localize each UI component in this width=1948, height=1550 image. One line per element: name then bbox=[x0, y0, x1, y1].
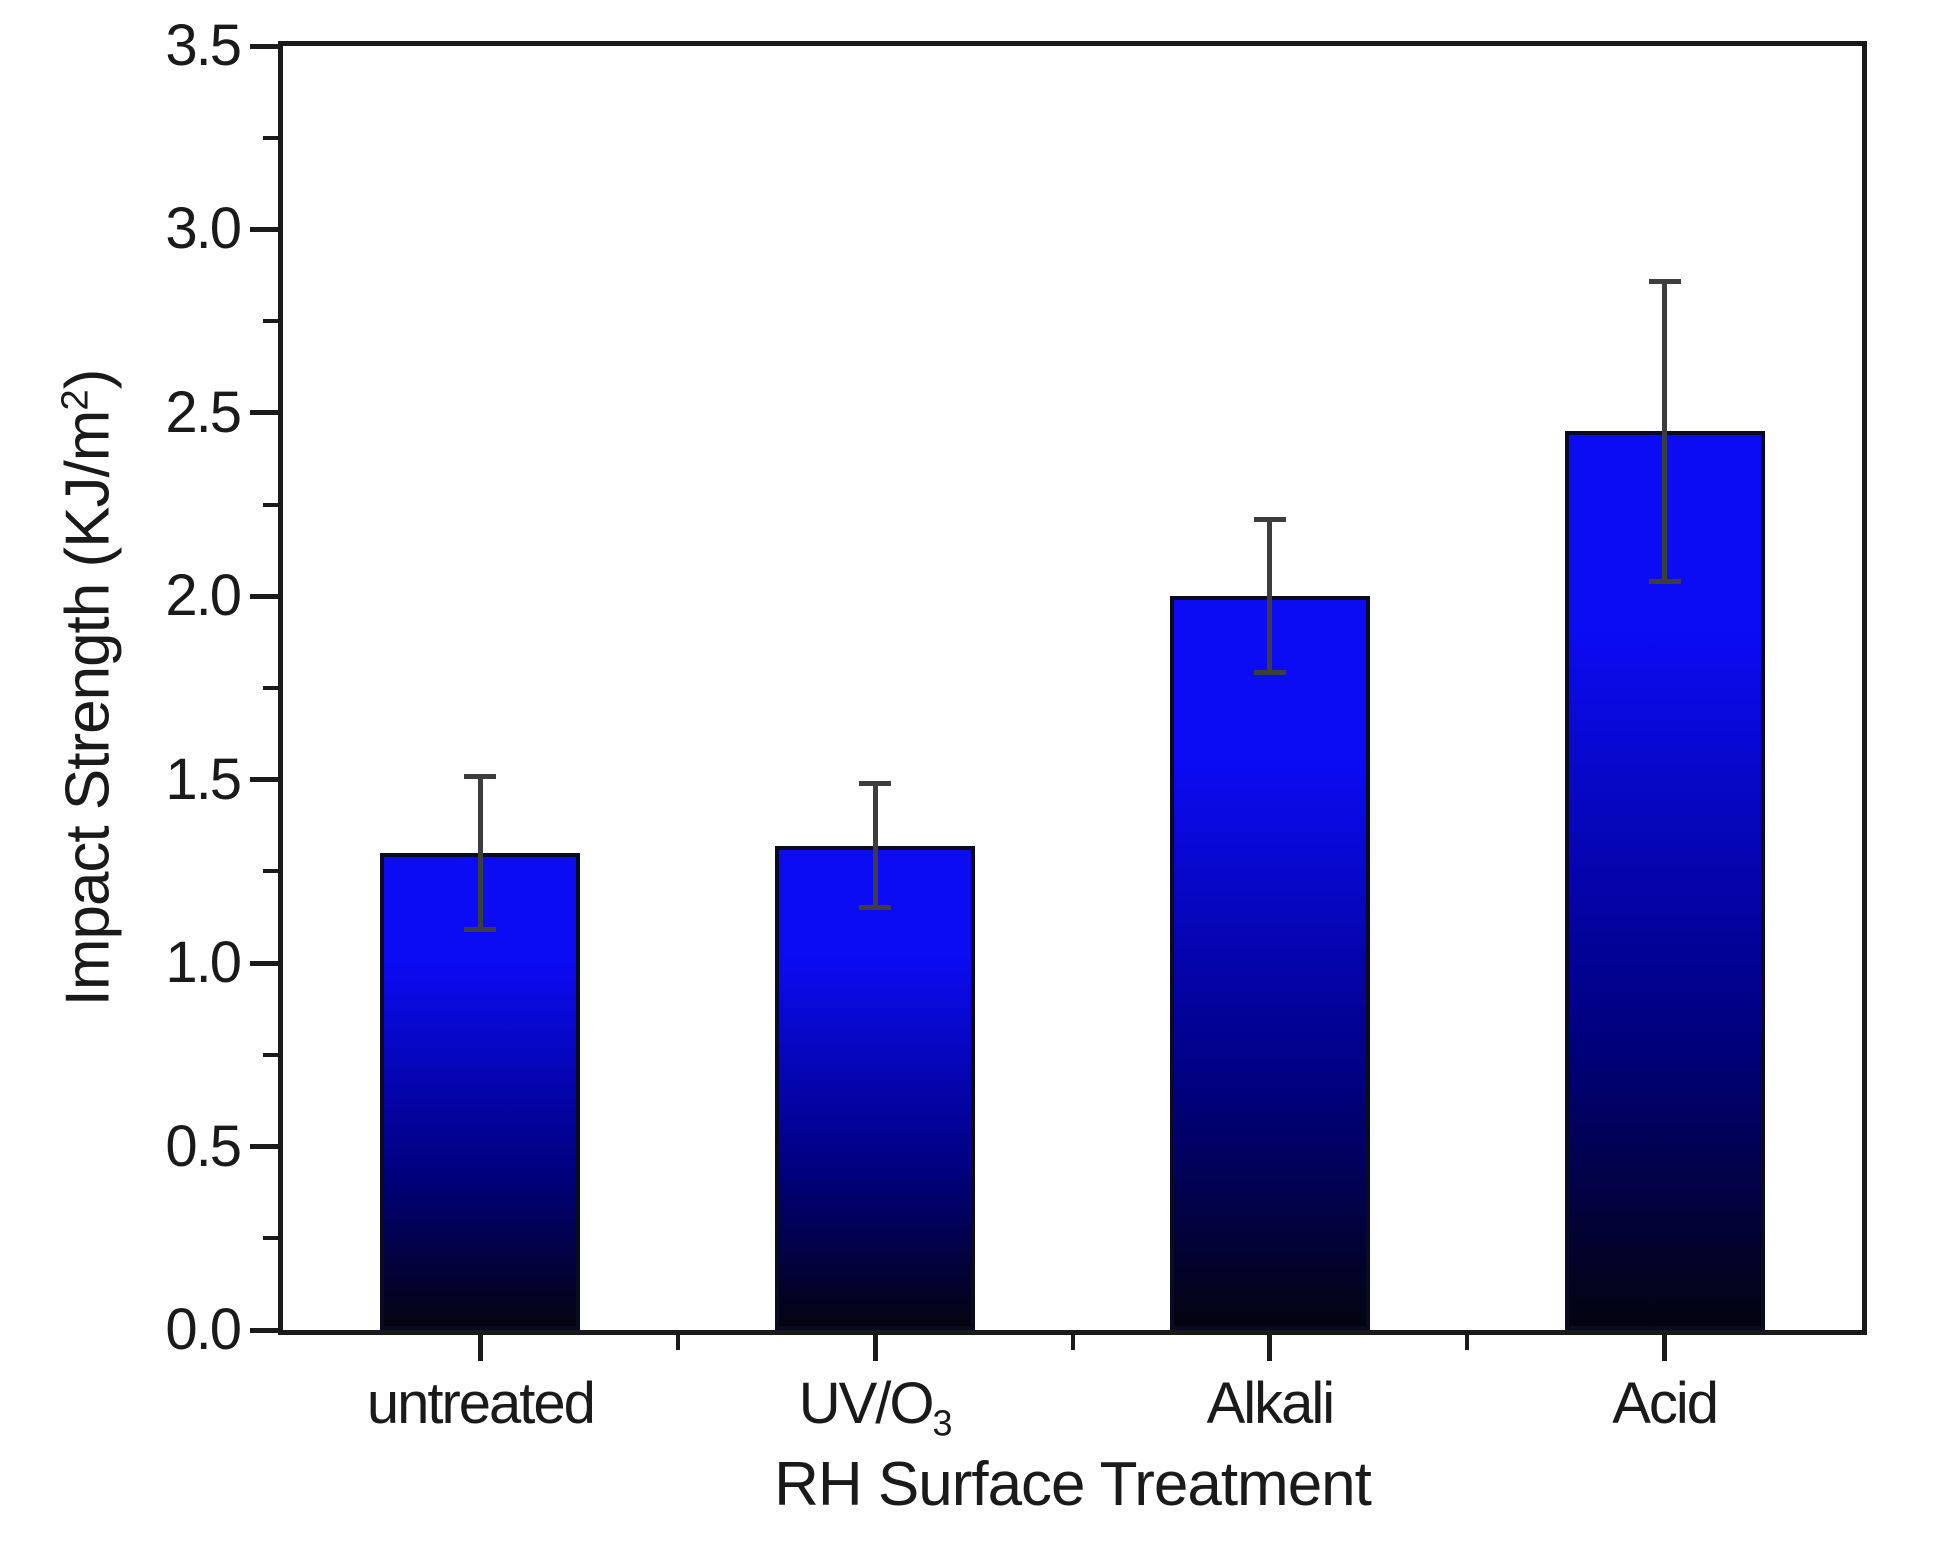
y-axis-minor-tick bbox=[263, 319, 278, 324]
y-axis-minor-tick bbox=[263, 869, 278, 874]
y-axis-title-text: Impact Strength (KJ/m bbox=[53, 410, 123, 1007]
x-tick-label-acid: Acid bbox=[1612, 1371, 1719, 1436]
error-bar-cap-top bbox=[1253, 517, 1286, 523]
x-axis-major-tick bbox=[872, 1335, 878, 1361]
y-axis-title: Impact Strength (KJ/m2) bbox=[53, 370, 124, 1007]
error-bar-cap-bottom bbox=[1253, 670, 1286, 676]
y-axis-tick-label: 2.0 bbox=[165, 563, 242, 629]
x-tick-label-alkali: Alkali bbox=[1206, 1371, 1336, 1436]
y-axis-major-tick bbox=[250, 1144, 278, 1150]
y-axis-tick-label: 0.0 bbox=[165, 1297, 242, 1362]
error-bar-cap-bottom bbox=[859, 905, 892, 911]
y-axis-tick-label: 1.5 bbox=[165, 746, 242, 812]
y-axis-major-tick bbox=[250, 960, 278, 966]
y-axis-minor-tick bbox=[263, 686, 278, 690]
y-axis-tick-label: 3.0 bbox=[165, 196, 242, 262]
x-axis-major-tick bbox=[1267, 1335, 1273, 1361]
x-tick-label-uv-o3: UV/O3 bbox=[798, 1371, 953, 1444]
y-axis-minor-tick bbox=[263, 135, 278, 140]
y-axis-tick-label: 2.5 bbox=[165, 379, 242, 445]
y-axis-major-tick bbox=[250, 593, 278, 599]
y-axis-major-tick bbox=[250, 43, 278, 49]
x-axis-minor-tick bbox=[1465, 1335, 1470, 1350]
bar-untreated bbox=[380, 853, 581, 1330]
y-axis-tick-label: 1.0 bbox=[165, 930, 242, 996]
error-bar-line bbox=[1267, 519, 1273, 674]
error-bar-cap-top bbox=[1648, 278, 1681, 284]
error-bar-line bbox=[477, 776, 483, 931]
error-bar-cap-bottom bbox=[464, 927, 497, 933]
y-axis-major-tick bbox=[250, 1327, 278, 1333]
plot-area bbox=[278, 41, 1867, 1335]
x-axis-major-tick bbox=[477, 1335, 483, 1361]
x-axis-title: RH Surface Treatment bbox=[774, 1450, 1372, 1519]
error-bar-line bbox=[1662, 280, 1668, 582]
error-bar-cap-top bbox=[464, 774, 497, 780]
y-axis-minor-tick bbox=[263, 502, 278, 507]
y-axis-major-tick bbox=[250, 226, 278, 232]
x-axis-major-tick bbox=[1662, 1335, 1668, 1361]
y-axis-title-superscript: 2 bbox=[53, 389, 97, 411]
error-bar-line bbox=[872, 783, 878, 909]
x-axis-minor-tick bbox=[675, 1335, 680, 1350]
x-tick-label-untreated: untreated bbox=[366, 1371, 596, 1436]
error-bar-cap-bottom bbox=[1648, 578, 1681, 584]
y-axis-major-tick bbox=[250, 410, 278, 416]
y-axis-major-tick bbox=[250, 777, 278, 783]
y-axis-minor-tick bbox=[263, 1052, 278, 1057]
bar-alkali bbox=[1169, 596, 1370, 1330]
y-axis-tick-label: 0.5 bbox=[165, 1113, 242, 1179]
y-axis-title-close-paren: ) bbox=[53, 369, 123, 390]
error-bar-cap-top bbox=[859, 781, 892, 787]
y-axis-minor-tick bbox=[263, 1236, 278, 1241]
x-tick-label-subscript: 3 bbox=[932, 1402, 953, 1444]
bar-uv-o3 bbox=[775, 845, 976, 1330]
y-axis-tick-label: 3.5 bbox=[165, 13, 242, 78]
x-axis-minor-tick bbox=[1070, 1335, 1075, 1350]
